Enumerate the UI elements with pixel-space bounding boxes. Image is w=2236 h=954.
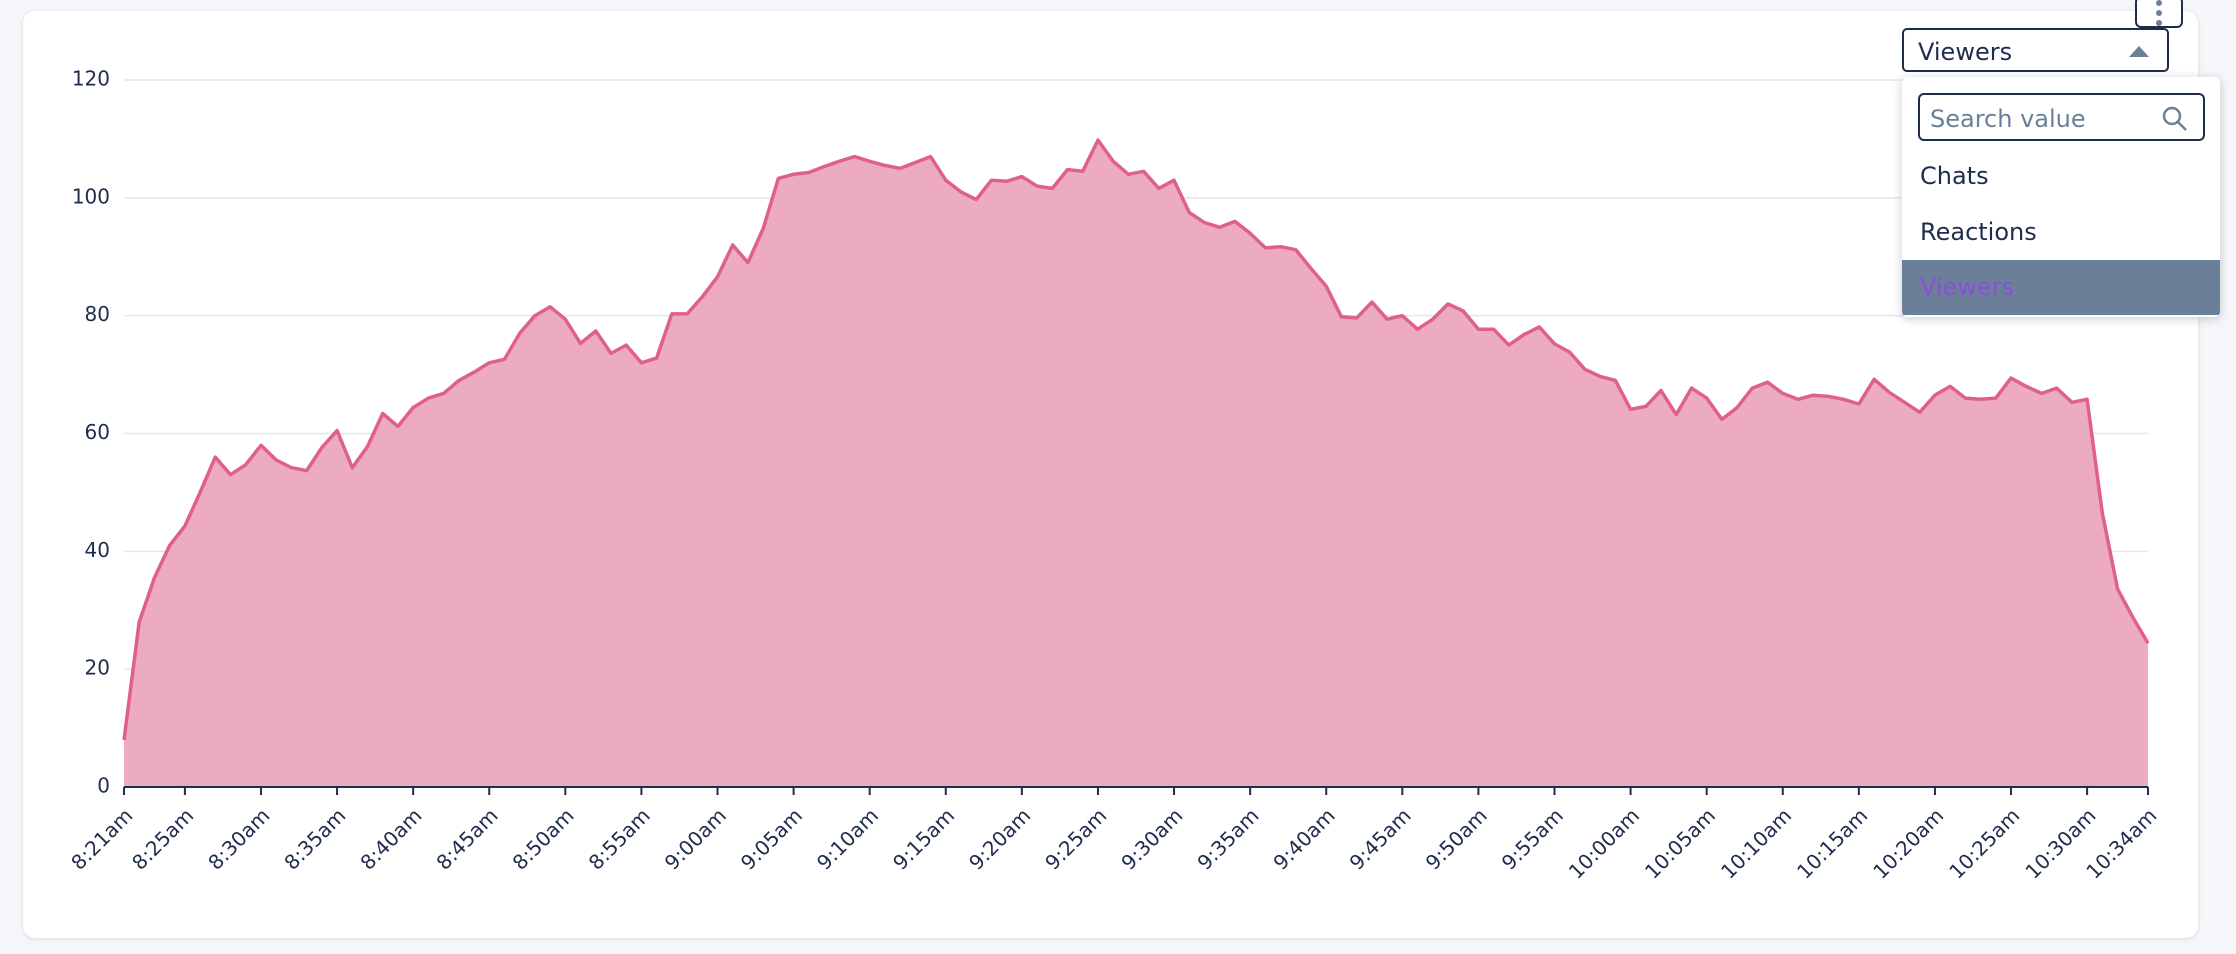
search-input[interactable]: Search value [1918,93,2205,141]
search-icon [2162,106,2187,131]
y-tick-label: 60 [85,420,110,444]
dropdown-menu: Search value Chats Reactions Viewers [1902,77,2220,317]
caret-icon [2129,46,2149,57]
x-tick-label: 8:50am [508,803,579,874]
x-tick-label: 8:21am [66,803,137,874]
x-tick-label: 10:00am [1564,803,1644,883]
x-tick-label: 10:10am [1716,803,1796,883]
chart-card: 0 20 40 60 80 100 120 8:21am 8:25am 8:30am 8:35am 8… [23,11,2198,938]
x-tick-label: 9:25am [1040,803,1111,874]
x-tick-label: 8:30am [203,803,274,874]
y-tick-label: 0 [97,774,110,798]
line [122,138,2150,741]
x-tick-label: 9:00am [660,803,731,874]
x-tick-label: 9:10am [812,803,883,874]
x-tick-label: 9:20am [964,803,1035,874]
metric-select[interactable]: Viewers [1902,28,2169,72]
x-tick-label: 10:15am [1792,803,1872,883]
x-tick-label: 8:45am [431,803,502,874]
x-tick-label: 9:30am [1116,803,1187,874]
x-tick-label: 9:55am [1497,803,1568,874]
x-tick-label: 9:40am [1268,803,1339,874]
x-tick-label: 9:35am [1192,803,1263,874]
x-tick-label: 8:40am [355,803,426,874]
y-tick-label: 40 [85,538,110,562]
x-tick-label: 9:50am [1421,803,1492,874]
dropdown-option[interactable]: Reactions [1920,217,2037,246]
search-placeholder: Search value [1930,105,2086,133]
x-tick-label: 10:20am [1868,803,1948,883]
x-tick-label: 9:05am [736,803,807,874]
area-fill [124,140,2148,788]
y-tick-label: 80 [85,302,110,326]
dropdown-option[interactable]: Viewers [1902,260,2220,315]
x-tick-label: 8:55am [584,803,655,874]
y-tick-label: 100 [72,184,110,208]
x-tick-label: 9:45am [1345,803,1416,874]
x-tick-label: 9:15am [888,803,959,874]
y-tick-label: 20 [85,656,110,680]
x-tick-label: 8:35am [279,803,350,874]
x-tick-label: 8:25am [127,803,198,874]
dropdown-option[interactable]: Chats [1920,162,1989,190]
x-tick-label: 10:25am [1944,803,2024,883]
y-tick-label: 120 [72,67,110,91]
x-tick-label: 10:05am [1640,803,1720,883]
more-menu-button[interactable] [2135,0,2183,28]
select-value: Viewers [1918,38,2013,66]
